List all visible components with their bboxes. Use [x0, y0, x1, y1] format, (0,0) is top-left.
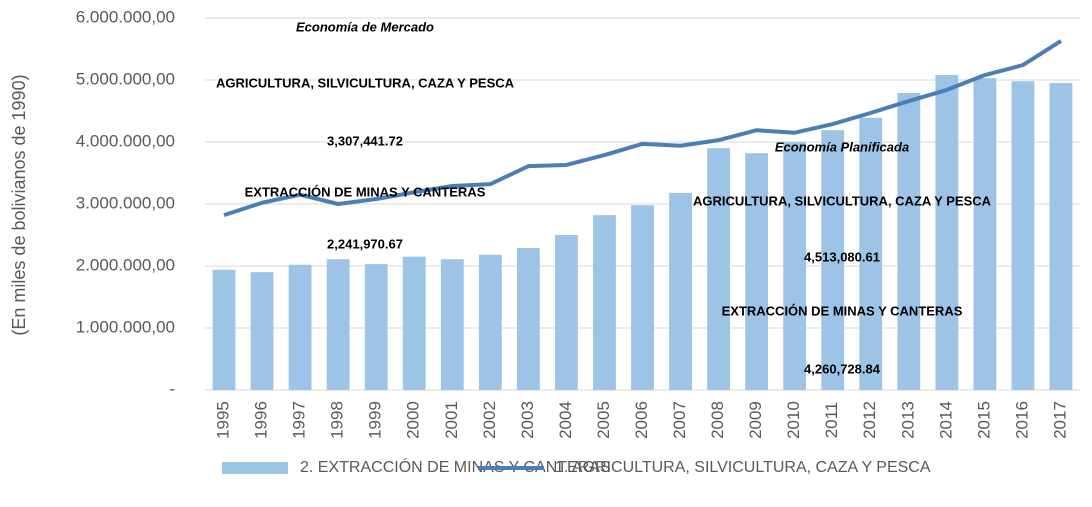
bar — [707, 148, 730, 390]
y-tick-label: 5.000.000,00 — [76, 69, 175, 88]
bar — [288, 264, 312, 390]
x-tick-label: 1998 — [328, 401, 347, 439]
x-tick-label: 1996 — [252, 401, 271, 439]
x-tick-label: 2005 — [594, 401, 613, 439]
bar — [212, 269, 236, 390]
x-tick-label: 2012 — [860, 401, 879, 439]
annotation: 3,307,441.72 — [327, 133, 403, 148]
legend-label: 2. EXTRACCIÓN DE MINAS Y CANTERAS — [300, 457, 611, 476]
y-tick-label: 3.000.000,00 — [76, 193, 175, 212]
bar — [821, 130, 845, 390]
bar — [783, 142, 807, 390]
annotation: Economía de Mercado — [296, 19, 434, 34]
bar — [897, 93, 921, 391]
x-tick-label: 2013 — [898, 401, 917, 439]
legend-label: 1. AGRICULTURA, SILVICULTURA, CAZA Y PES… — [555, 459, 931, 476]
annotation: 4,513,080.61 — [804, 249, 880, 264]
y-tick-label: 6.000.000,00 — [76, 7, 175, 26]
annotation: AGRICULTURA, SILVICULTURA, CAZA Y PESCA — [693, 193, 992, 208]
bar — [364, 264, 388, 390]
x-tick-label: 1995 — [214, 401, 233, 439]
annotation: Economía Planificada — [775, 139, 909, 154]
annotation: 2,241,970.67 — [327, 236, 403, 251]
x-tick-label: 2003 — [518, 401, 537, 439]
x-tick-label: 1999 — [366, 401, 385, 439]
y-tick-label: 4.000.000,00 — [76, 131, 175, 150]
x-tick-label: 2016 — [1012, 401, 1031, 439]
y-tick-label: - — [169, 379, 175, 398]
x-tick-label: 2010 — [784, 401, 803, 439]
bar — [1011, 81, 1035, 391]
bar — [859, 117, 883, 390]
bar — [478, 254, 502, 390]
bar — [593, 215, 616, 390]
annotation: AGRICULTURA, SILVICULTURA, CAZA Y PESCA — [216, 75, 515, 90]
x-tick-label: 2000 — [404, 401, 423, 439]
annotation: 4,260,728.84 — [804, 361, 881, 376]
annotation: EXTRACCIÓN DE MINAS Y CANTERAS — [722, 303, 963, 318]
bar — [516, 248, 540, 390]
x-tick-label: 2009 — [746, 401, 765, 439]
y-tick-label: 2.000.000,00 — [76, 255, 175, 274]
legend-swatch — [222, 462, 288, 474]
x-tick-label: 2007 — [670, 401, 689, 439]
bar — [631, 205, 654, 390]
bar — [669, 192, 692, 390]
x-tick-label: 2017 — [1050, 401, 1069, 439]
bar — [326, 259, 350, 390]
bar — [555, 235, 578, 390]
y-tick-label: 1.000.000,00 — [76, 317, 175, 336]
bar — [973, 78, 997, 390]
x-tick-label: 2006 — [632, 401, 651, 439]
x-tick-label: 2014 — [936, 401, 955, 439]
x-tick-label: 2004 — [556, 401, 575, 439]
bar — [1049, 83, 1073, 390]
x-tick-label: 1997 — [290, 401, 309, 439]
bar — [250, 272, 274, 390]
annotation: EXTRACCIÓN DE MINAS Y CANTERAS — [245, 184, 486, 199]
y-axis-title: (En miles de bolivianos de 1990) — [9, 74, 29, 335]
bar — [402, 256, 426, 390]
x-tick-label: 2011 — [822, 402, 841, 439]
x-tick-label: 2015 — [974, 401, 993, 439]
x-tick-label: 2001 — [442, 401, 461, 439]
bar — [935, 75, 959, 390]
bar — [440, 259, 464, 390]
x-tick-label: 2008 — [708, 401, 727, 439]
line — [223, 39, 1063, 218]
bar — [745, 153, 769, 390]
x-tick-label: 2002 — [480, 401, 499, 439]
